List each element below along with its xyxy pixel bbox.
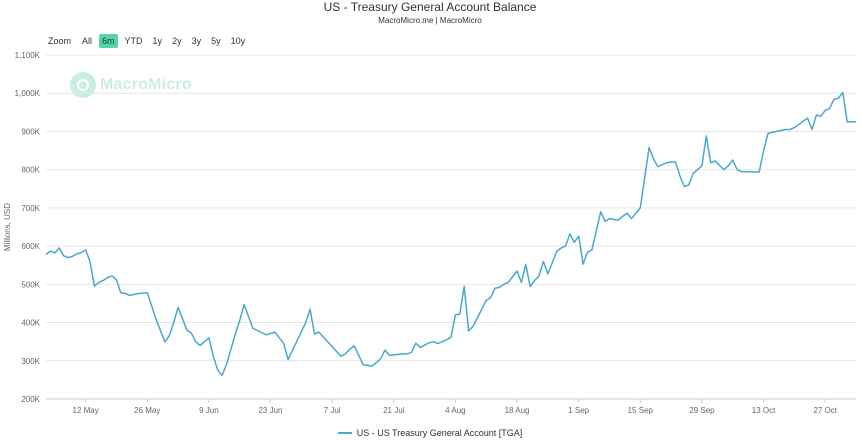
x-tick-label: 23 Jun	[258, 406, 282, 415]
x-tick-label: 18 Aug	[505, 406, 530, 415]
y-tick-label: 300K	[21, 357, 40, 366]
zoom-5y-button[interactable]: 5y	[211, 36, 221, 46]
x-tick-label: 7 Jul	[324, 406, 341, 415]
y-tick-label: 700K	[21, 204, 40, 213]
y-tick-label: 1,100K	[15, 51, 41, 60]
x-tick-label: 12 May	[73, 406, 99, 415]
zoom-1y-button[interactable]: 1y	[152, 36, 163, 46]
y-tick-label: 800K	[21, 166, 40, 175]
chart-title: US - Treasury General Account Balance	[323, 0, 537, 14]
x-tick-label: 4 Aug	[445, 406, 465, 415]
x-tick-label: 15 Sep	[628, 406, 654, 415]
series-line	[45, 91, 856, 377]
y-tick-label: 200K	[21, 395, 40, 404]
x-tick-label: 27 Oct	[813, 406, 837, 415]
zoom-2y-button[interactable]: 2y	[172, 36, 182, 46]
legend[interactable]: US - US Treasury General Account [TGA]	[0, 428, 860, 438]
x-tick-label: 26 May	[134, 406, 160, 415]
y-tick-label: 1,000K	[15, 89, 41, 98]
legend-line-swatch	[337, 432, 352, 434]
y-tick-label: 600K	[21, 242, 40, 251]
x-tick-label: 13 Oct	[752, 406, 776, 415]
y-tick-label: 900K	[21, 127, 40, 136]
legend-label: US - US Treasury General Account [TGA]	[356, 428, 523, 438]
x-tick-label: 9 Jun	[199, 406, 219, 415]
watermark-text: MacroMicro	[100, 76, 192, 93]
y-tick-label: 400K	[21, 319, 40, 328]
zoom-all-button[interactable]: All	[82, 36, 93, 46]
x-tick-label: 21 Jul	[383, 406, 405, 415]
zoom-ytd-button[interactable]: YTD	[124, 36, 143, 46]
y-tick-label: 500K	[21, 280, 40, 289]
x-tick-label: 1 Sep	[568, 406, 589, 415]
zoom-label: Zoom	[48, 36, 72, 46]
zoom-3y-button[interactable]: 3y	[191, 36, 202, 46]
y-axis-label: Millions, USD	[3, 203, 12, 251]
chart-subtitle: MacroMicro.me | MacroMicro	[378, 16, 482, 25]
zoom-bar: Zoom All 6m YTD 1y 2y 3y 5y 10y	[48, 34, 252, 48]
zoom-6m-button[interactable]: 6m	[99, 34, 118, 48]
zoom-10y-button[interactable]: 10y	[230, 36, 246, 46]
x-tick-label: 29 Sep	[689, 406, 715, 415]
